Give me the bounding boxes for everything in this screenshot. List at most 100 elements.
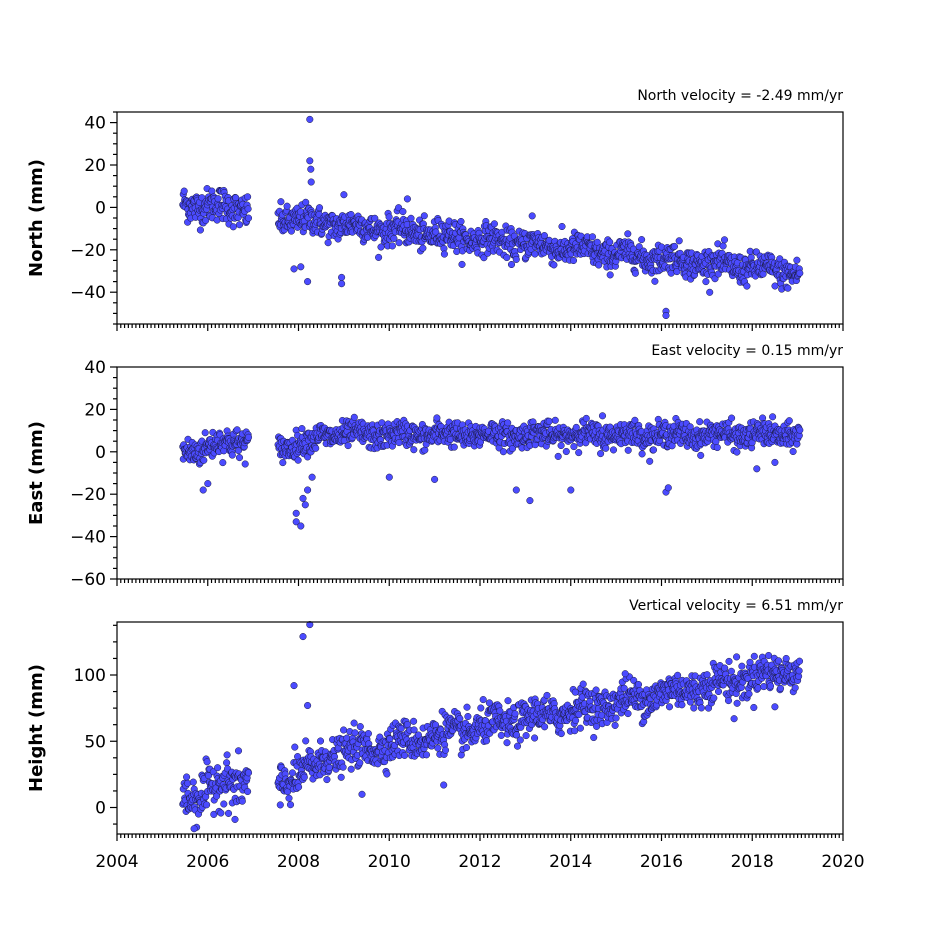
data-point xyxy=(775,657,783,665)
data-point xyxy=(351,729,359,737)
data-point xyxy=(464,712,472,721)
y-tick-label: −40 xyxy=(70,528,106,548)
data-point xyxy=(499,448,507,456)
data-point xyxy=(512,255,520,263)
data-point-outlier xyxy=(307,178,315,186)
data-point xyxy=(458,260,466,268)
data-point-outlier xyxy=(567,486,575,494)
data-point xyxy=(214,195,222,203)
data-point xyxy=(611,721,619,729)
data-point xyxy=(750,703,758,712)
data-point-outlier xyxy=(338,273,346,281)
data-point xyxy=(337,773,345,781)
data-point xyxy=(516,736,524,744)
data-point xyxy=(302,737,310,745)
data-point xyxy=(432,228,440,236)
data-point xyxy=(728,414,736,422)
data-point xyxy=(201,429,209,437)
x-tick-label: 2012 xyxy=(458,852,501,872)
data-point xyxy=(793,256,801,264)
data-point xyxy=(602,444,610,452)
data-point xyxy=(606,238,614,246)
data-point xyxy=(635,243,643,251)
data-point xyxy=(410,446,418,454)
y-tick-label: 0 xyxy=(95,799,106,819)
data-point-outlier xyxy=(231,815,239,823)
data-point xyxy=(769,413,777,421)
data-point-outlier xyxy=(304,278,312,286)
data-point xyxy=(203,801,211,809)
data-point xyxy=(597,450,605,458)
data-point xyxy=(323,776,331,784)
data-point-outlier xyxy=(292,509,300,517)
y-tick-label: 40 xyxy=(84,114,106,134)
data-point-outlier xyxy=(340,191,348,199)
y-tick-label: 40 xyxy=(84,358,106,378)
data-point xyxy=(634,680,643,689)
data-point xyxy=(733,448,741,456)
data-point xyxy=(235,454,244,462)
data-point xyxy=(407,214,415,222)
data-point xyxy=(782,654,790,663)
data-point-outlier xyxy=(199,486,207,494)
y-tick-label: 0 xyxy=(95,198,106,218)
data-point xyxy=(795,657,804,665)
velocity-annotation: North velocity = -2.49 mm/yr xyxy=(637,88,843,104)
data-point xyxy=(214,764,222,772)
data-point xyxy=(302,198,310,206)
data-point xyxy=(450,443,458,451)
data-point-outlier xyxy=(299,633,307,641)
data-point xyxy=(377,243,385,251)
data-point xyxy=(497,731,505,739)
data-point xyxy=(590,733,598,742)
y-tick-label: −60 xyxy=(70,570,106,590)
data-point xyxy=(784,284,792,292)
data-point xyxy=(189,778,197,786)
data-point xyxy=(665,703,674,711)
data-point xyxy=(745,690,753,698)
data-point xyxy=(312,444,320,452)
data-point xyxy=(503,739,511,747)
x-tick-label: 2006 xyxy=(186,852,229,872)
data-point xyxy=(513,742,522,750)
data-point-outlier xyxy=(598,412,607,420)
data-point xyxy=(217,809,225,817)
data-point xyxy=(592,686,600,694)
data-point xyxy=(697,451,705,459)
data-point xyxy=(796,426,804,434)
data-point xyxy=(234,747,243,755)
data-point xyxy=(511,710,519,718)
data-point xyxy=(325,763,333,772)
data-point xyxy=(670,242,679,250)
data-point xyxy=(462,743,471,752)
x-tick-label: 2014 xyxy=(549,852,592,872)
data-point xyxy=(285,794,293,802)
data-point xyxy=(545,417,553,425)
data-point xyxy=(203,758,211,766)
data-point xyxy=(624,446,632,454)
data-point xyxy=(480,254,488,262)
data-point xyxy=(750,652,758,660)
height-panel: 0 50 100 2004 2006 2008 2010 2012 2014 2016 2018 20… xyxy=(26,598,865,872)
data-point-outlier xyxy=(512,486,520,494)
data-point xyxy=(678,701,686,709)
data-point xyxy=(395,439,403,447)
data-point-outlier xyxy=(771,458,779,466)
data-point xyxy=(356,759,364,767)
y-tick-label: −40 xyxy=(70,283,106,303)
data-point xyxy=(638,236,646,244)
data-point-outlier xyxy=(306,115,314,123)
data-point xyxy=(720,236,729,244)
data-point xyxy=(244,769,253,777)
data-point xyxy=(385,213,393,221)
data-point xyxy=(667,269,675,277)
data-point xyxy=(759,270,767,278)
data-point xyxy=(441,746,450,754)
data-point xyxy=(410,717,418,725)
data-point-outlier xyxy=(301,501,309,509)
data-point xyxy=(399,208,407,216)
data-point xyxy=(395,239,403,247)
data-point xyxy=(697,704,705,712)
data-point xyxy=(507,260,516,269)
data-point xyxy=(421,446,429,454)
